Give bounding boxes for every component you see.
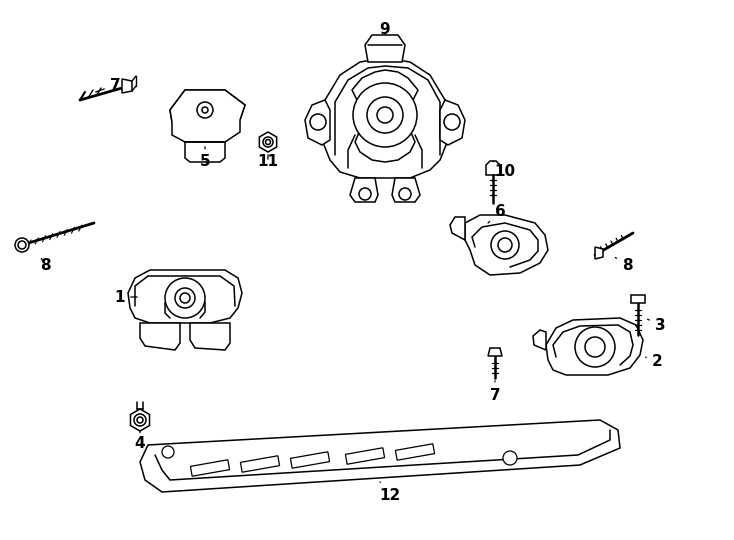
Polygon shape (486, 161, 500, 175)
Circle shape (353, 83, 417, 147)
Text: 7: 7 (490, 381, 501, 402)
Circle shape (367, 97, 403, 133)
Circle shape (498, 238, 512, 252)
Circle shape (310, 114, 326, 130)
Polygon shape (122, 79, 132, 93)
Circle shape (359, 188, 371, 200)
Circle shape (491, 231, 519, 259)
Text: 4: 4 (134, 431, 145, 450)
Circle shape (162, 446, 174, 458)
Circle shape (18, 241, 26, 249)
Circle shape (202, 107, 208, 113)
Polygon shape (465, 215, 548, 275)
Polygon shape (440, 100, 465, 145)
Polygon shape (241, 456, 280, 472)
Polygon shape (595, 247, 603, 259)
Polygon shape (170, 90, 245, 142)
Polygon shape (291, 452, 330, 468)
Circle shape (266, 139, 271, 145)
Circle shape (585, 337, 605, 357)
Polygon shape (259, 132, 277, 152)
Polygon shape (322, 58, 448, 178)
Circle shape (399, 188, 411, 200)
Polygon shape (190, 460, 230, 476)
Circle shape (503, 451, 517, 465)
Polygon shape (365, 35, 405, 62)
Polygon shape (305, 100, 330, 145)
Text: 6: 6 (488, 205, 506, 223)
Polygon shape (140, 323, 180, 350)
Circle shape (575, 327, 615, 367)
Circle shape (377, 107, 393, 123)
Circle shape (15, 238, 29, 252)
Polygon shape (170, 90, 245, 130)
Polygon shape (488, 348, 502, 356)
Text: 9: 9 (379, 23, 390, 37)
Polygon shape (631, 295, 645, 303)
Text: 8: 8 (40, 258, 51, 273)
Circle shape (180, 293, 190, 303)
Text: 10: 10 (493, 161, 515, 179)
Text: 2: 2 (646, 354, 662, 369)
Text: 1: 1 (115, 289, 137, 305)
Polygon shape (190, 323, 230, 350)
Circle shape (137, 417, 143, 423)
Circle shape (165, 278, 205, 318)
Polygon shape (346, 448, 385, 464)
Circle shape (197, 102, 213, 118)
Polygon shape (450, 217, 465, 240)
Text: 11: 11 (258, 154, 278, 170)
Polygon shape (350, 178, 378, 202)
Polygon shape (185, 142, 225, 162)
Polygon shape (396, 444, 435, 460)
Polygon shape (533, 330, 546, 350)
Circle shape (263, 137, 273, 147)
Text: 5: 5 (200, 147, 211, 170)
Text: 3: 3 (647, 318, 665, 333)
Polygon shape (128, 270, 242, 323)
Polygon shape (392, 178, 420, 202)
Polygon shape (546, 318, 643, 375)
Circle shape (134, 414, 146, 426)
Polygon shape (140, 420, 620, 492)
Text: 7: 7 (95, 78, 120, 92)
Text: 12: 12 (379, 482, 401, 503)
Circle shape (175, 288, 195, 308)
Circle shape (444, 114, 460, 130)
Text: 8: 8 (615, 258, 632, 273)
Polygon shape (131, 409, 150, 431)
